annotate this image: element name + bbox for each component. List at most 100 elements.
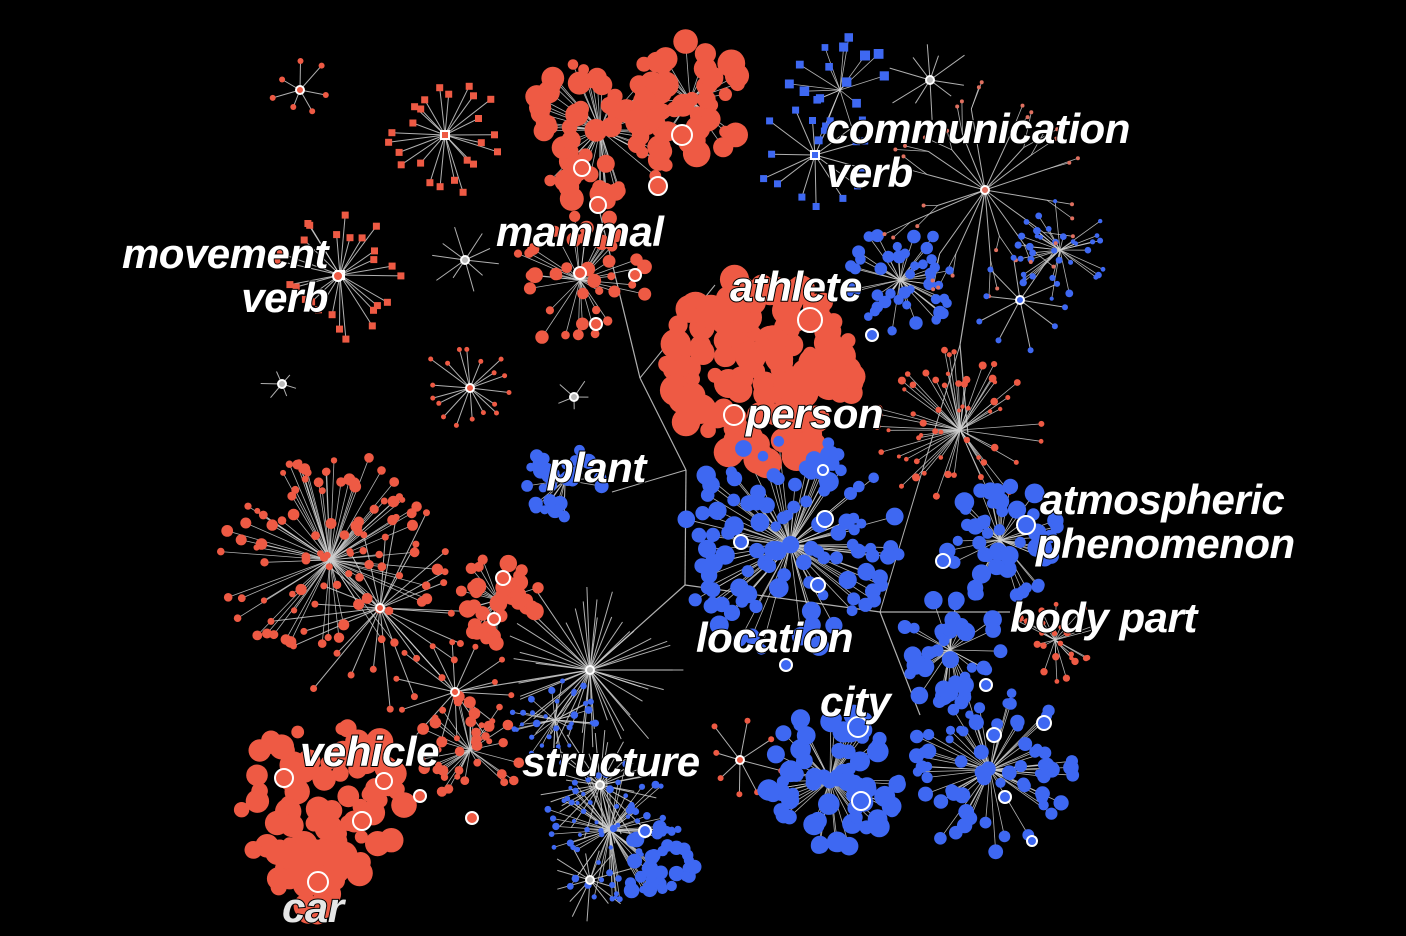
graph-node	[981, 482, 1000, 500]
graph-node	[1040, 642, 1047, 649]
graph-edge	[391, 132, 446, 136]
graph-node	[440, 579, 448, 587]
graph-node	[494, 410, 499, 416]
graph-node	[1045, 226, 1052, 232]
graph-node	[597, 182, 614, 199]
graph-edge	[989, 743, 1026, 771]
graph-node	[315, 306, 322, 314]
graph-node	[538, 483, 548, 493]
graph-node	[478, 358, 484, 364]
graph-node	[494, 148, 501, 156]
graph-node	[932, 376, 940, 384]
graph-node	[648, 176, 668, 196]
graph-node	[486, 738, 493, 745]
graph-node	[450, 687, 460, 697]
graph-node	[956, 622, 976, 642]
graph-edge	[989, 769, 1005, 837]
graph-node	[705, 527, 721, 543]
graph-node	[816, 510, 834, 528]
graph-node	[467, 581, 479, 593]
graph-node	[558, 473, 570, 484]
graph-node	[346, 234, 354, 242]
graph-edge	[989, 769, 1044, 777]
graph-edge	[548, 719, 556, 738]
graph-node	[821, 44, 829, 51]
graph-node	[1033, 640, 1041, 648]
graph-node	[609, 824, 618, 833]
graph-node	[856, 518, 867, 529]
graph-edge	[329, 559, 383, 640]
graph-node	[693, 57, 717, 81]
graph-node	[1040, 620, 1046, 626]
graph-node	[615, 779, 621, 786]
graph-edge	[959, 429, 1017, 463]
graph-edge	[379, 607, 443, 678]
graph-node	[788, 477, 802, 492]
graph-node	[980, 185, 990, 195]
graph-node	[370, 306, 377, 314]
graph-node	[1029, 110, 1034, 115]
graph-node	[527, 243, 540, 255]
graph-edge	[439, 134, 446, 187]
graph-edge	[589, 669, 643, 702]
graph-edge	[904, 389, 961, 431]
graph-node	[1027, 347, 1034, 354]
graph-node	[365, 831, 391, 857]
graph-node	[994, 248, 999, 253]
graph-node	[262, 628, 272, 639]
graph-node	[973, 744, 989, 760]
graph-node	[565, 103, 589, 127]
graph-node	[421, 96, 429, 104]
graph-node	[976, 85, 981, 90]
graph-edge	[256, 547, 331, 561]
graph-node	[575, 801, 580, 805]
graph-node	[741, 565, 754, 578]
graph-node	[589, 317, 603, 331]
graph-edge	[789, 83, 841, 91]
graph-node	[623, 793, 629, 799]
graph-node	[520, 709, 527, 716]
graph-edge	[739, 759, 758, 793]
graph-node	[541, 470, 554, 483]
graph-edge	[589, 669, 649, 740]
graph-node	[571, 779, 578, 786]
graph-node	[388, 129, 396, 137]
graph-node	[867, 740, 889, 763]
graph-node	[1024, 483, 1045, 504]
graph-node	[897, 376, 906, 385]
graph-node	[364, 453, 374, 463]
graph-node	[885, 803, 900, 818]
graph-node	[704, 554, 723, 573]
graph-node	[381, 533, 389, 541]
graph-node	[961, 518, 974, 532]
graph-node	[248, 739, 271, 762]
graph-node	[508, 692, 515, 699]
graph-node	[254, 507, 261, 514]
graph-edge	[1023, 112, 1032, 148]
graph-edge	[1015, 619, 1056, 641]
graph-node	[814, 136, 823, 145]
graph-edge	[1054, 627, 1061, 641]
graph-node	[882, 232, 887, 237]
graph-node	[927, 230, 939, 243]
graph-node	[359, 547, 367, 555]
graph-node	[660, 328, 691, 360]
graph-node	[318, 487, 326, 495]
graph-edge	[789, 544, 848, 581]
graph-edge	[714, 726, 741, 761]
graph-edge	[276, 260, 341, 276]
graph-node	[990, 397, 998, 406]
graph-node	[291, 725, 305, 739]
graph-edge	[899, 277, 931, 281]
graph-node	[627, 853, 643, 869]
graph-node	[795, 60, 804, 69]
graph-edge	[444, 86, 470, 136]
graph-node	[1067, 160, 1072, 165]
graph-node	[379, 757, 395, 772]
graph-node	[896, 454, 901, 459]
graph-node	[445, 90, 453, 98]
graph-node	[244, 841, 263, 859]
graph-node	[572, 787, 579, 795]
graph-edge	[795, 109, 816, 156]
graph-edge	[801, 154, 816, 198]
